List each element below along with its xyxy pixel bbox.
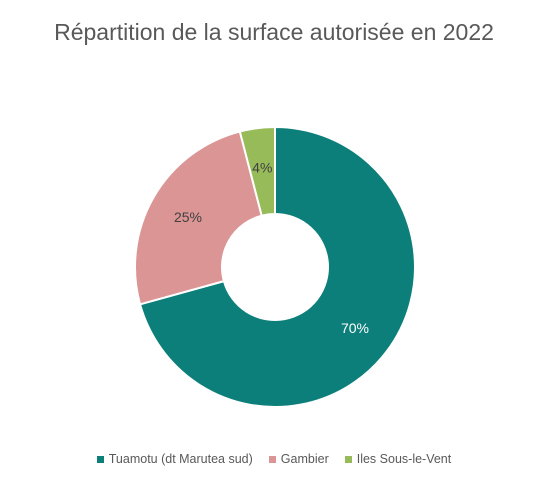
slice-gambier [134,130,263,306]
legend-item-gambier: Gambier [268,452,329,466]
chart-title: Répartition de la surface autorisée en 2… [54,19,494,45]
legend-swatch [344,455,352,463]
data-label-iles-sous-le-vent: 4% [252,159,272,175]
legend-label: Tuamotu (dt Marutea sud) [108,452,253,466]
data-label-tuamotu: 70% [341,320,369,336]
slice-iles-sous-le-vent [238,125,276,217]
legend-swatch [96,455,104,463]
legend-item-iles-sous-le-vent: Iles Sous-le-Vent [344,452,452,466]
legend-label: Iles Sous-le-Vent [356,452,452,466]
legend-label: Gambier [280,452,329,466]
legend-item-tuamotu: Tuamotu (dt Marutea sud) [96,452,253,466]
data-label-gambier: 25% [174,209,202,225]
slice-tuamotu [138,125,416,408]
legend-swatch [268,455,276,463]
chart-legend: Tuamotu (dt Marutea sud) Gambier Iles Sous… [0,452,548,466]
